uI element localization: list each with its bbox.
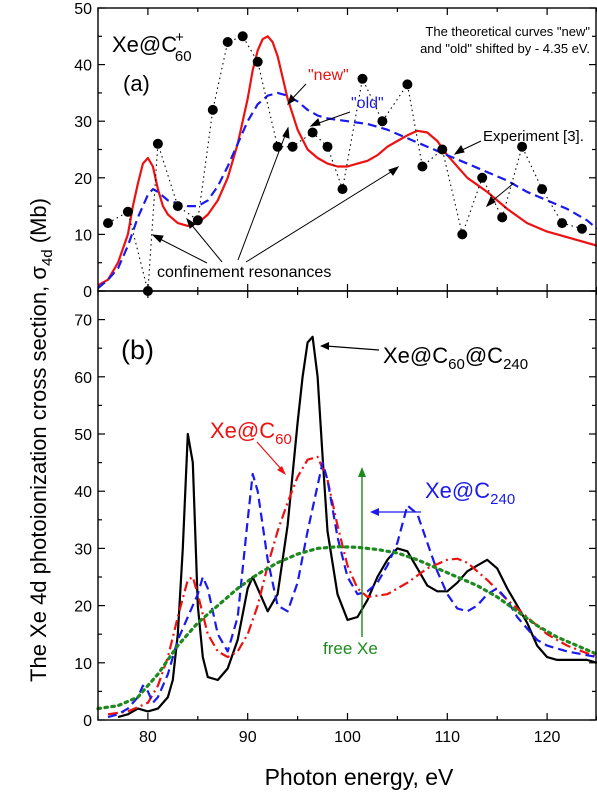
y-tick-label: 30 [74,541,92,558]
x-tick-label: 110 [435,729,461,746]
experiment-point [103,218,113,229]
y-tick-label: 10 [74,656,92,673]
y-tick-label: 70 [74,313,92,330]
panel-b: 80 90 100 110 120 0 10 20 30 40 50 60 70 (b) Xe@C60@… [74,290,597,746]
experiment-point [457,229,468,240]
experiment-point [377,116,388,127]
y-tick-label: 20 [74,599,92,616]
x-tick-label: 80 [139,729,157,746]
series-0-0-line [97,35,597,287]
experiment-point [122,206,133,217]
experiment-point [402,79,413,90]
label-xe-c240: Xe@C240 [425,478,515,508]
y-axis-title: The Xe 4d photoionization cross section,… [26,198,56,682]
experiment-point [322,141,333,152]
y-tick-label: 50 [74,1,92,18]
experiment-point [252,56,263,67]
series-1-1-line [107,455,597,716]
x-tick-label: 120 [534,729,561,746]
label-xe-c60-c240: Xe@C60@C240 [383,343,528,373]
experiment-point [417,161,428,172]
panel-b-arrows [256,342,421,637]
experiment-point [192,215,203,226]
y-tick-label: 0 [83,284,92,301]
experiment-point [357,73,368,84]
x-tick-label: 100 [334,729,361,746]
experiment-point [497,212,508,223]
experiment-point [207,104,218,115]
y-tick-label: 40 [74,484,92,501]
experiment-point [172,201,183,212]
y-tick-label: 60 [74,370,92,387]
y-tick-label: 20 [74,171,92,188]
label-confinement-resonances: confinement resonances [157,264,331,281]
experiment-point [152,138,163,149]
experiment-point [477,172,488,183]
experiment-point [287,141,298,152]
experiment-point [307,127,318,138]
experiment-point [337,184,348,195]
experiment-point [577,223,587,234]
experiment-point [222,37,233,47]
y-tick-label: 50 [74,427,92,444]
y-tick-label: 10 [74,227,92,244]
panel-a-note-line-1: The theoretical curves "new" [425,24,590,39]
panel-a-note-line-2: and "old" shifted by - 4.35 eV. [420,41,590,56]
experiment-point [557,218,568,229]
series-1-3-line [96,545,597,711]
x-axis-title: Photon energy, eV [265,764,454,790]
label-free-xe: free Xe [323,639,378,658]
panel-a-arrows [151,83,515,264]
y-tick-label: 0 [83,713,92,730]
panel-a: 0 10 20 30 40 50 (a) Xe@C+ 60 The theoretical … [74,1,597,301]
label-experiment: Experiment [3]. [483,128,584,145]
panel-a-label: (a) [123,71,150,96]
experiment-point [517,141,528,152]
label-xe-c60: Xe@C60 [210,418,292,448]
experiment-point [437,144,448,155]
y-tick-label: 30 [74,114,92,131]
experiment-point [237,31,248,42]
label-new: "new" [308,67,349,84]
panel-b-label: (b) [121,335,154,365]
y-tick-label: 40 [74,58,92,75]
x-tick-label: 90 [239,729,257,746]
panel-a-system-label: Xe@C+ 60 [112,29,192,65]
panel-b-frame [97,290,597,721]
series-1-2-line [107,461,597,719]
experiment-point [537,184,548,195]
series-1-0-line [117,335,597,719]
label-old: "old" [351,95,384,112]
